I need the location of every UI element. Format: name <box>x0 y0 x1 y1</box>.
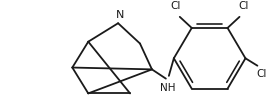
Text: Cl: Cl <box>256 69 267 79</box>
Text: NH: NH <box>160 83 176 93</box>
Text: Cl: Cl <box>238 1 249 11</box>
Text: Cl: Cl <box>171 1 181 11</box>
Text: N: N <box>116 10 124 20</box>
